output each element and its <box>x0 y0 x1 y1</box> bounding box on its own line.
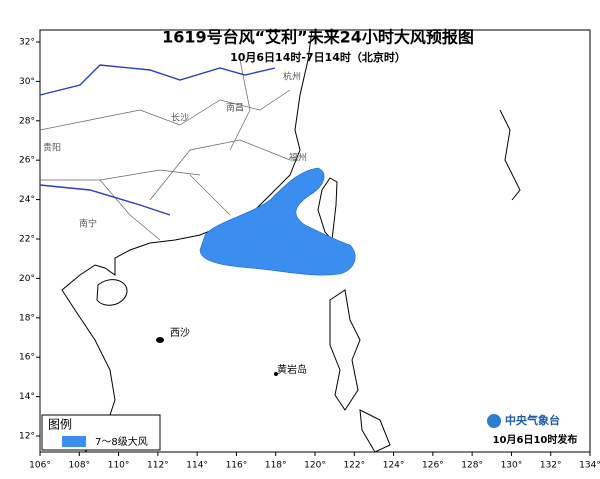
place-label: 黄岩岛 <box>277 363 307 376</box>
legend-swatch <box>62 436 86 447</box>
lat-label: 22° <box>19 235 35 245</box>
legend-box <box>41 414 161 451</box>
agency-name: 中央气象台 <box>505 413 560 427</box>
lon-label: 118° <box>265 461 287 471</box>
lon-label: 130° <box>501 461 523 471</box>
legend-title: 图例 <box>48 418 72 432</box>
place-label: 南昌 <box>226 102 244 114</box>
lon-label: 112° <box>147 461 169 471</box>
gale-area <box>199 167 356 276</box>
lon-label: 134° <box>579 461 600 471</box>
place-label: 贵阳 <box>43 142 61 154</box>
lon-label: 122° <box>343 461 365 471</box>
agency-logo <box>487 414 501 428</box>
lon-label: 110° <box>108 461 130 471</box>
lon-label: 106° <box>29 461 51 471</box>
place-label: 长沙 <box>171 112 189 124</box>
lon-label: 114° <box>186 461 208 471</box>
place-label: 福州 <box>289 152 307 164</box>
lat-label: 30° <box>19 77 35 87</box>
lat-label: 24° <box>19 195 35 205</box>
lat-label: 28° <box>19 116 35 126</box>
place-label: 南宁 <box>79 218 97 230</box>
lon-label: 116° <box>226 461 248 471</box>
lat-label: 18° <box>19 313 35 323</box>
lon-label: 108° <box>68 461 90 471</box>
lon-label: 120° <box>304 461 326 471</box>
land-lines <box>39 29 521 453</box>
lat-label: 20° <box>19 274 35 284</box>
legend-item: 7～8级大风 <box>95 435 148 448</box>
issue-time: 10月6日10时发布 <box>493 433 578 446</box>
lat-label: 12° <box>19 432 35 442</box>
map-title: 1619号台风“艾利”未来24小时大风预报图 <box>162 28 474 47</box>
place-label: 西沙 <box>170 327 190 339</box>
lat-label: 26° <box>19 156 35 166</box>
lat-label: 14° <box>19 392 35 402</box>
lon-label: 128° <box>461 461 483 471</box>
place-label: 杭州 <box>283 71 301 83</box>
lat-label: 16° <box>19 353 35 363</box>
lat-label: 32° <box>19 38 35 48</box>
lon-label: 132° <box>540 461 562 471</box>
lon-label: 124° <box>383 461 405 471</box>
lon-label: 126° <box>422 461 444 471</box>
map-subtitle: 10月6日14时-7日14时（北京时） <box>230 50 406 64</box>
